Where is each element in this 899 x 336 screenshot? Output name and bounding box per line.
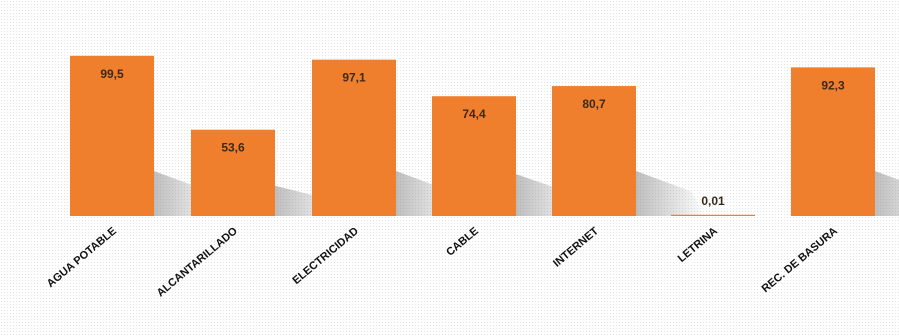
category-label: REC. DE BASURA	[760, 225, 840, 295]
bar-value-label: 99,5	[100, 67, 124, 81]
bar-letrina	[671, 214, 755, 216]
bar-internet	[552, 86, 636, 216]
category-label: LETRINA	[676, 225, 720, 265]
bars-group	[70, 55, 875, 217]
category-labels-group: AGUA POTABLE ALCANTARILLADO ELECTRICIDAD CA…	[45, 225, 840, 300]
bar-value-label: 53,6	[221, 141, 245, 155]
bar-value-label: 74,4	[462, 107, 486, 121]
category-label: INTERNET	[551, 225, 601, 270]
category-label: AGUA POTABLE	[45, 225, 119, 290]
category-label: ALCANTARILLADO	[155, 225, 241, 300]
category-label: ELECTRICIDAD	[290, 225, 360, 287]
category-label: CABLE	[444, 225, 481, 259]
value-labels-group: 99,5 53,6 97,1 74,4 80,7 0,01 92,3	[100, 67, 845, 208]
bar-electricidad	[312, 59, 396, 216]
bar-shadow	[636, 171, 706, 216]
bar-value-label: 92,3	[821, 78, 845, 92]
bar-value-label: 80,7	[582, 97, 606, 111]
bar-value-label: 97,1	[342, 71, 366, 85]
bar-alcantarillado	[191, 129, 275, 216]
bar-rec-de-basura	[791, 67, 875, 216]
bar-cable	[432, 96, 516, 216]
bar-agua-potable	[70, 55, 154, 217]
bar-shadow	[875, 171, 899, 216]
bar-value-label: 0,01	[701, 194, 725, 208]
